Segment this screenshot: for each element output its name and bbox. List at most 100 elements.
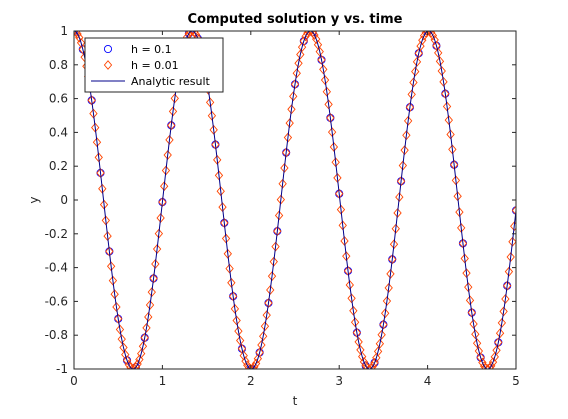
- ticks-layer: 0 1 2 3 4 5 -1 -0.8 -0.6 -0.4 -0.2 0 0.2 0.4 0.6 0.8 1: [45, 24, 520, 388]
- data-point-h-0.01: [91, 122, 100, 133]
- data-point-h-0.01: [472, 338, 482, 349]
- x-tick-label: 0: [70, 374, 78, 388]
- data-point-h-0.01: [416, 41, 425, 51]
- data-point-h-0.01: [368, 361, 377, 369]
- data-point-h-0.01: [372, 352, 381, 363]
- y-tick-label: -1: [56, 362, 68, 376]
- data-point-h-0.01: [170, 93, 179, 104]
- data-point-h-0.01: [147, 287, 156, 297]
- chart-title: Computed solution y vs. time: [188, 12, 403, 27]
- data-point-h-0.01: [114, 313, 123, 324]
- data-point-h-0.01: [347, 293, 356, 304]
- legend-box: [84, 37, 224, 93]
- data-point-h-0.01: [476, 352, 485, 363]
- data-point-h-0.01: [168, 106, 178, 117]
- data-point-h-0.01: [359, 356, 369, 367]
- data-point-h-0.01: [108, 275, 118, 286]
- data-point-h-0.01: [255, 347, 264, 358]
- y-tick-label: 0.6: [49, 92, 68, 106]
- x-tick-label: 5: [512, 374, 520, 388]
- series-2: [74, 31, 516, 369]
- data-point-h-0.01: [301, 31, 310, 42]
- y-tick-label: -0.2: [45, 227, 68, 241]
- data-point-h-0.01: [373, 346, 383, 357]
- data-point-h-0.01: [227, 277, 236, 288]
- data-point-h-0.01: [403, 115, 413, 126]
- data-point-h-0.01: [232, 315, 241, 326]
- legend-marker-swatch: [103, 44, 113, 54]
- data-point-h-0.01: [366, 363, 376, 369]
- data-point-h-0.01: [465, 295, 475, 306]
- data-point-h-0.01: [471, 329, 480, 340]
- data-point-h-0.01: [381, 308, 390, 319]
- data-point-h-0.01: [444, 115, 453, 126]
- data-point-h-0.01: [287, 104, 296, 115]
- data-point-h-0.01: [317, 55, 326, 65]
- data-point-h-0.01: [296, 49, 305, 60]
- data-point-h-0.01: [354, 337, 363, 347]
- data-point-h-0.01: [343, 265, 353, 276]
- x-tick-label: 4: [424, 374, 432, 388]
- y-tick-label: 1: [60, 24, 68, 38]
- data-point-h-0.01: [241, 356, 250, 367]
- data-point-h-0.01: [209, 124, 218, 135]
- data-point-h-0.01: [411, 66, 420, 77]
- data-point-h-0.01: [87, 95, 96, 106]
- data-point-h-0.01: [186, 31, 195, 37]
- data-point-h-0.01: [322, 86, 331, 97]
- y-tick-label: 0: [60, 193, 68, 207]
- data-point-h-0.01: [319, 64, 328, 75]
- legend-entry: h = 0.1: [103, 43, 172, 56]
- legend-label: h = 0.1: [131, 43, 172, 56]
- data-point-h-0.01: [137, 348, 146, 359]
- data-point-h-0.01: [75, 32, 84, 43]
- data-point-h-0.01: [269, 256, 278, 267]
- data-point-h-0.01: [494, 337, 503, 348]
- data-point-h-0.01: [312, 34, 321, 45]
- data-point-h-0.01: [106, 261, 116, 272]
- data-point-h-0.01: [266, 285, 275, 295]
- data-point-h-0.01: [478, 357, 487, 368]
- y-tick-label: -0.6: [45, 294, 68, 308]
- data-point-h-0.01: [464, 282, 473, 293]
- data-point-h-0.01: [502, 280, 512, 291]
- data-point-h-0.01: [310, 31, 319, 40]
- data-point-h-0.01: [290, 79, 300, 90]
- x-tick-label: 2: [247, 374, 255, 388]
- data-point-h-0.01: [428, 31, 438, 41]
- data-point-h-0.01: [435, 56, 445, 67]
- data-point-h-0.01: [138, 341, 148, 352]
- data-point-h-0.01: [115, 324, 125, 335]
- x-tick-label: 3: [335, 374, 343, 388]
- data-point-h-0.01: [117, 334, 126, 345]
- data-point-h-0.01: [441, 88, 450, 99]
- data-point-h-0.01: [501, 294, 510, 304]
- data-point-h-0.01: [492, 345, 501, 356]
- data-point-h-0.01: [239, 350, 248, 361]
- data-point-h-0.01: [467, 307, 476, 318]
- data-point-h-0.01: [142, 323, 151, 333]
- data-point-h-0.01: [267, 271, 277, 282]
- data-point-h-0.01: [292, 68, 301, 79]
- data-point-h-0.01: [350, 317, 360, 328]
- data-point-h-0.01: [131, 362, 141, 369]
- data-point-h-0.01: [434, 47, 443, 58]
- data-point-h-0.01: [74, 31, 82, 39]
- data-point-h-0.01: [250, 361, 259, 369]
- legend-marker-swatch: [103, 60, 113, 70]
- data-point-h-0.01: [259, 331, 268, 342]
- data-point-h-0.01: [414, 48, 423, 59]
- data-point-h-0.01: [409, 77, 418, 88]
- data-point-h-0.01: [327, 127, 337, 138]
- data-point-h-0.01: [324, 99, 333, 110]
- data-point-h-0.01: [375, 338, 385, 349]
- data-point-h-0.01: [485, 363, 494, 369]
- data-point-h-0.01: [151, 259, 160, 269]
- data-point-h-0.01: [432, 40, 441, 51]
- data-point-h-0.01: [228, 291, 238, 302]
- data-point-h-0.01: [297, 42, 307, 53]
- data-point-h-0.01: [225, 263, 234, 274]
- legend-entry: Analytic result: [91, 75, 211, 88]
